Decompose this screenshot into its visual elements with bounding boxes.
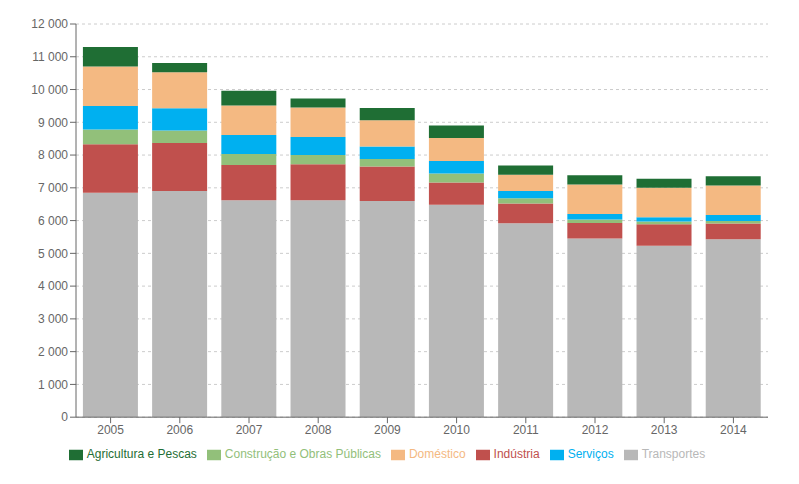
svg-text:4 000: 4 000 xyxy=(38,279,68,293)
svg-text:12 000: 12 000 xyxy=(31,17,68,31)
svg-text:10 000: 10 000 xyxy=(31,83,68,97)
html-text:Serviços: Serviços xyxy=(567,447,614,462)
svg-text:8 000: 8 000 xyxy=(38,148,68,162)
svg-text:2 000: 2 000 xyxy=(38,345,68,359)
svg-text:5 000: 5 000 xyxy=(38,247,68,261)
svg-text:2013: 2013 xyxy=(651,423,678,437)
html-text:Doméstico: Doméstico xyxy=(408,447,466,462)
svg-text:2012: 2012 xyxy=(582,423,609,437)
svg-text:2007: 2007 xyxy=(236,423,263,437)
svg-text:2009: 2009 xyxy=(374,423,401,437)
html-text:Indústria: Indústria xyxy=(493,447,540,462)
svg-text:2010: 2010 xyxy=(443,423,470,437)
svg-text:7 000: 7 000 xyxy=(38,181,68,195)
html-text:Transportes: Transportes xyxy=(641,447,706,462)
svg-text:1 000: 1 000 xyxy=(38,378,68,392)
svg-text:2014: 2014 xyxy=(720,423,747,437)
html-text:Construção e Obras Públicas: Construção e Obras Públicas xyxy=(224,447,381,462)
svg-text:6 000: 6 000 xyxy=(38,214,68,228)
svg-text:2008: 2008 xyxy=(305,423,332,437)
svg-text:9 000: 9 000 xyxy=(38,116,68,130)
svg-text:11 000: 11 000 xyxy=(32,50,68,64)
svg-text:2011: 2011 xyxy=(513,423,539,437)
svg-text:2005: 2005 xyxy=(97,423,124,437)
html-text:Agricultura e Pescas: Agricultura e Pescas xyxy=(86,447,197,462)
svg-text:2006: 2006 xyxy=(166,423,193,437)
svg-text:0: 0 xyxy=(61,410,68,424)
svg-text:3 000: 3 000 xyxy=(38,312,68,326)
